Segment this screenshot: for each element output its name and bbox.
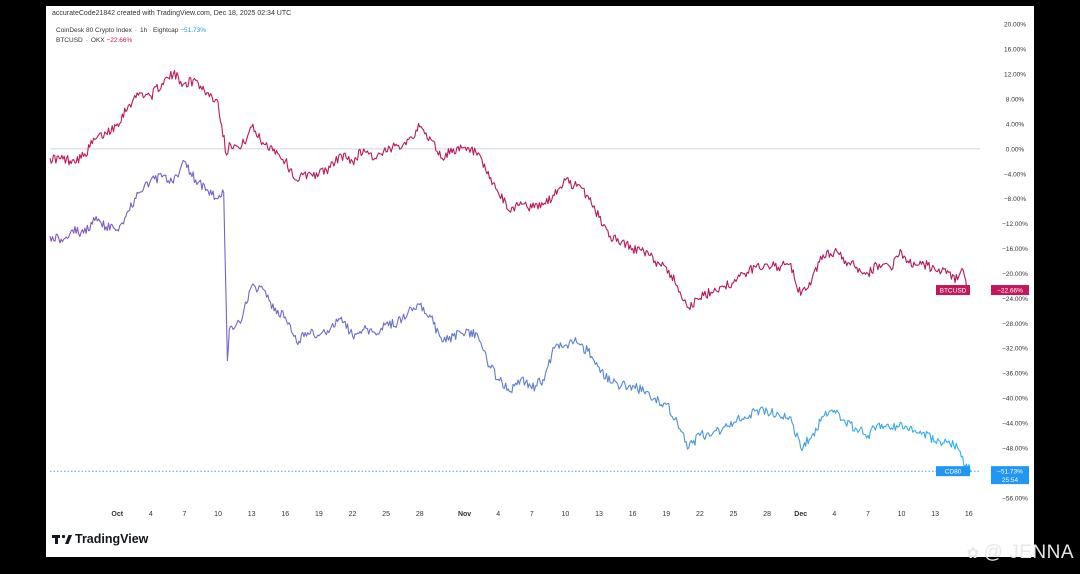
- x-tick-label: 13: [248, 511, 256, 518]
- x-tick-label: 4: [149, 511, 153, 518]
- x-tick-label: Nov: [458, 511, 471, 518]
- btcusd-name-tag: [936, 285, 970, 296]
- x-tick-label: 4: [496, 511, 500, 518]
- btcusd-value-tag-text: −22.66%: [997, 288, 1023, 295]
- y-tick-label: −4.00%: [1004, 171, 1026, 178]
- legend-coindesk-name: CoinDesk 80 Crypto Index: [56, 27, 132, 34]
- x-tick-label: 25: [382, 511, 390, 518]
- series-line-coindesk80: [49, 159, 972, 472]
- x-tick-label: 16: [965, 511, 973, 518]
- y-tick-label: −16.00%: [1002, 246, 1028, 253]
- y-tick-label: 8.00%: [1006, 97, 1025, 104]
- y-tick-label: −56.00%: [1002, 495, 1028, 502]
- y-tick-label: −20.00%: [1002, 271, 1028, 278]
- x-tick-label: 13: [595, 511, 603, 518]
- y-tick-label: −44.00%: [1002, 421, 1028, 428]
- x-tick-label: 10: [898, 511, 906, 518]
- legend-btcusd-name: BTCUSD: [56, 37, 83, 44]
- x-tick-label: 25: [730, 511, 738, 518]
- y-tick-label: −12.00%: [1002, 221, 1028, 228]
- x-tick-label: 22: [696, 511, 704, 518]
- x-tick-label: 19: [662, 511, 670, 518]
- y-tick-label: 4.00%: [1006, 121, 1025, 128]
- tradingview-logo[interactable]: TradingView: [52, 532, 148, 546]
- x-tick-label: 7: [866, 511, 870, 518]
- coindesk-value-tag-text: −51.73%: [997, 469, 1023, 476]
- y-tick-label: −36.00%: [1002, 371, 1028, 378]
- y-tick-label: −40.00%: [1002, 396, 1028, 403]
- y-tick-label: −24.00%: [1002, 296, 1028, 303]
- x-tick-label: 10: [562, 511, 570, 518]
- price-chart[interactable]: 20.00% 16.00% 12.00% 8.00% 4.00% 0.00% −4.00% −…: [46, 6, 1034, 557]
- x-tick-label: 19: [315, 511, 323, 518]
- x-tick-label: 16: [629, 511, 637, 518]
- x-tick-label: Dec: [794, 511, 807, 518]
- legend-coindesk-detail: 1h · Eightcap: [140, 27, 179, 34]
- chart-panel: accurateCode21842 created with TradingVi…: [46, 6, 1034, 557]
- coindesk-name-tag: [936, 466, 970, 477]
- legend-btcusd-value: −22.66%: [106, 37, 133, 44]
- legend-btcusd[interactable]: BTCUSD · OKX −22.66%: [56, 37, 133, 44]
- x-tick-label: 28: [763, 511, 771, 518]
- tradingview-logo-icon: [52, 534, 72, 544]
- series-line-btcusd: [49, 69, 968, 311]
- btcusd-value-tag: [991, 285, 1029, 296]
- attribution-text: accurateCode21842 created with TradingVi…: [52, 10, 292, 17]
- y-tick-label: −8.00%: [1004, 196, 1026, 203]
- x-tick-label: 13: [931, 511, 939, 518]
- watermark-text: @ JENNA: [983, 542, 1074, 563]
- coindesk-value-tag: [991, 466, 1029, 485]
- y-tick-label: −48.00%: [1002, 445, 1028, 452]
- coindesk-name-tag-text: CD80: [945, 469, 962, 476]
- x-tick-label: 22: [349, 511, 357, 518]
- y-tick-label: 16.00%: [1004, 47, 1026, 54]
- y-tick-label: 20.00%: [1004, 22, 1026, 29]
- watermark: ✿ @ JENNA: [967, 542, 1074, 564]
- x-tick-label: 10: [214, 511, 222, 518]
- x-tick-label: 4: [832, 511, 836, 518]
- legend-coindesk-value: −51.73%: [180, 27, 207, 34]
- legend-coindesk[interactable]: CoinDesk 80 Crypto Index · 1h · Eightcap −…: [56, 27, 207, 34]
- coindesk-countdown-text: 25:54: [1002, 477, 1019, 484]
- tradingview-logo-text: TradingView: [75, 532, 149, 546]
- btcusd-name-tag-text: BTCUSD: [940, 288, 967, 295]
- y-tick-label: 12.00%: [1004, 72, 1026, 79]
- y-tick-label: −28.00%: [1002, 321, 1028, 328]
- watermark-icon: ✿: [966, 545, 980, 562]
- x-tick-label: 7: [530, 511, 534, 518]
- x-tick-label: Oct: [111, 511, 123, 518]
- x-tick-label: 16: [281, 511, 289, 518]
- y-tick-label: 0.00%: [1006, 146, 1025, 153]
- x-tick-label: 28: [416, 511, 424, 518]
- x-tick-label: 7: [183, 511, 187, 518]
- y-tick-label: −32.00%: [1002, 346, 1028, 353]
- legend-btcusd-detail: OKX: [90, 37, 105, 44]
